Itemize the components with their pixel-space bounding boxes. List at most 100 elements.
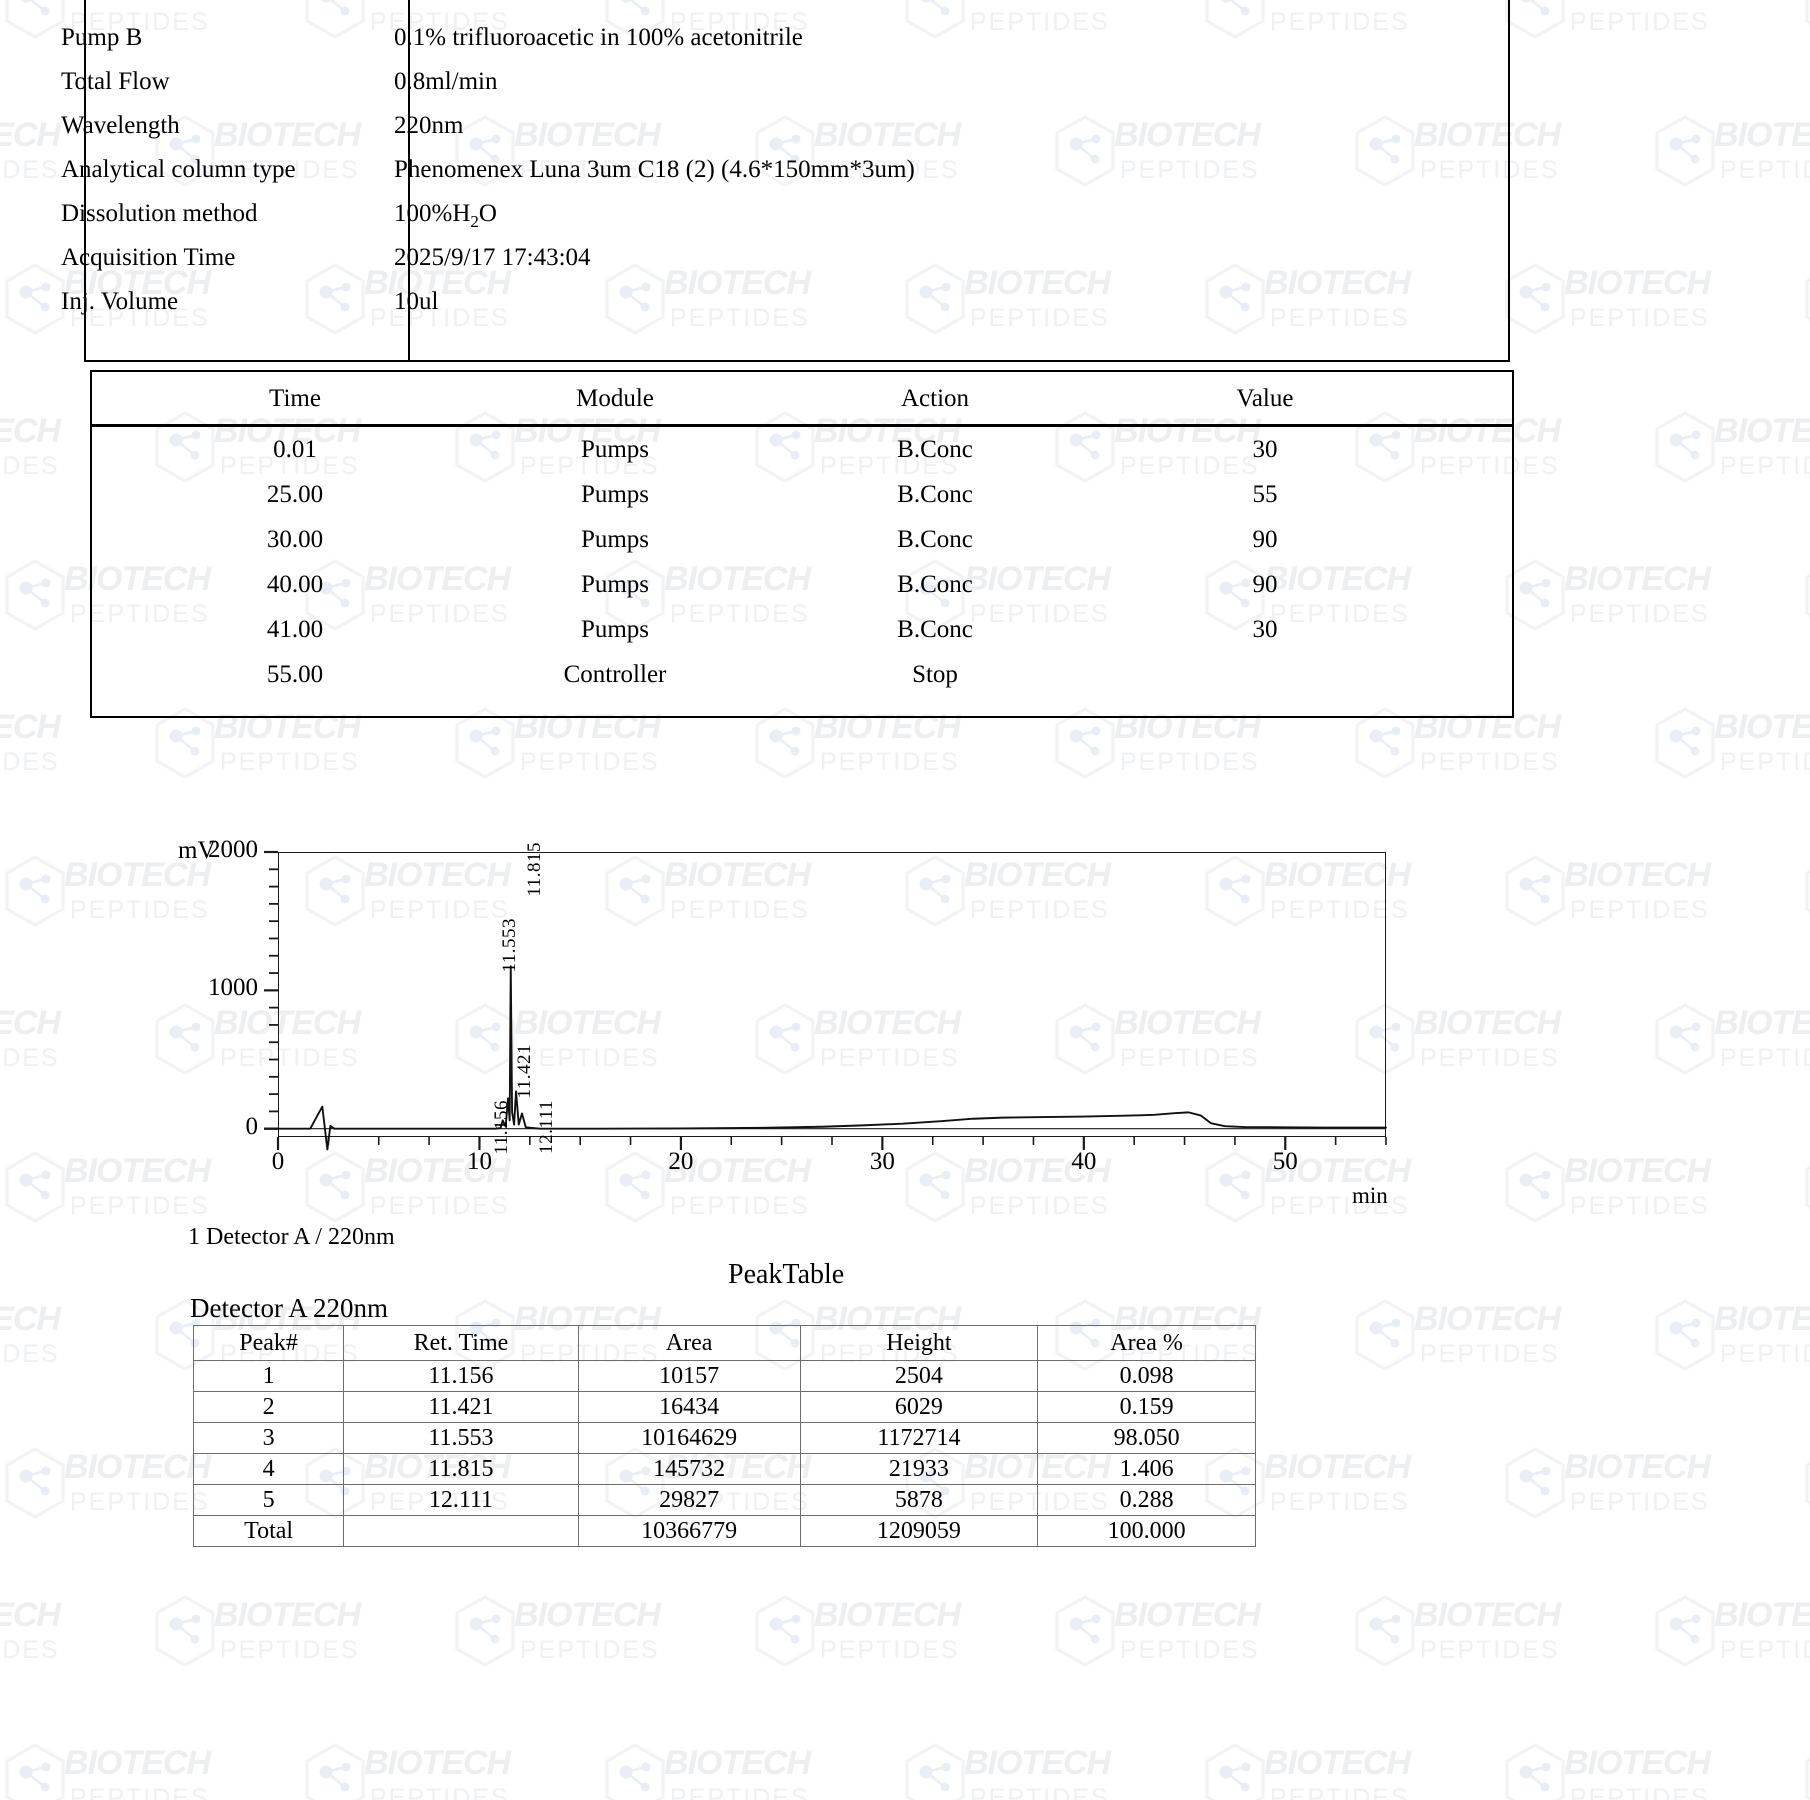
time-program-cell-module: Controller: [563, 661, 667, 688]
y-axis-unit-label: mV: [178, 837, 216, 864]
peak-table-body: 1 11.156 10157 2504 0.098 2 11.421 16434 6029 0.1…: [192, 1360, 1256, 1547]
method-value: 100%H2O: [394, 200, 497, 231]
time-program-cell-time: 55.00: [266, 661, 324, 688]
method-row: Pump A0.1% trifluoroacetic in 100% water: [0, 0, 1810, 2]
peak-table-row: 3 11.553 10164629 1172714 98.050: [192, 1422, 1256, 1454]
peaktable-detector-caption: Detector A 220nm: [190, 1293, 388, 1323]
peak-table-header-row: Peak# Ret. Time Area Height Area %: [192, 1325, 1256, 1361]
x-axis-tick-label: 10: [466, 1148, 492, 1175]
peak-table-row: 2 11.421 16434 6029 0.159: [192, 1391, 1256, 1423]
method-label: Analytical column type: [61, 156, 296, 183]
time-program-cell-action: Stop: [912, 661, 958, 688]
time-program-cell-value: 55: [1252, 481, 1278, 508]
peak-table-row: 1 11.156 10157 2504 0.098: [192, 1360, 1256, 1392]
time-program-header-rule: [90, 424, 1514, 427]
method-info-table: [84, 0, 1510, 362]
peak-retention-label: 11.815: [524, 842, 546, 897]
method-row: Acquisition Time 2025/9/17 17:43:04: [0, 244, 1810, 288]
peak-cell-area: 10164629: [577, 1422, 801, 1454]
header-ret: Ret. Time: [343, 1325, 579, 1361]
peak-cell-area: 16434: [577, 1391, 801, 1423]
y-axis-tick-label: 0: [245, 1112, 259, 1140]
peak-cell-area: 29827: [577, 1484, 801, 1516]
time-program-cell-module: Pumps: [580, 616, 650, 643]
x-axis-tick-label: 30: [869, 1148, 895, 1175]
peak-cell-height: 5878: [799, 1484, 1039, 1516]
time-program-header-module: Module: [576, 385, 654, 412]
method-row: Pump B 0.1% trifluoroacetic in 100% aceto…: [0, 24, 1810, 68]
peak-retention-label: 11.553: [498, 918, 520, 973]
peak-cell-ret: 11.815: [343, 1453, 579, 1485]
method-value: 0.8ml/min: [394, 68, 498, 95]
method-label: Pump B: [61, 24, 143, 51]
peak-table-total-row: Total 10366779 1209059 100.000: [192, 1515, 1256, 1547]
peak-cell-peak: 2: [192, 1391, 345, 1423]
peak-table-row: 5 12.111 29827 5878 0.288: [192, 1484, 1256, 1516]
peak-total-pct: 100.000: [1037, 1515, 1256, 1547]
peak-cell-peak: 1: [192, 1360, 345, 1392]
x-axis-tick-label: 40: [1071, 1148, 1097, 1175]
method-label: Wavelength: [61, 112, 180, 139]
peak-cell-peak: 4: [192, 1453, 345, 1485]
method-value: 2025/9/17 17:43:04: [394, 244, 591, 271]
peak-cell-pct: 1.406: [1037, 1453, 1256, 1485]
peak-cell-peak: 5: [192, 1484, 345, 1516]
y-axis-tick-label: 1000: [208, 974, 258, 1002]
x-axis-unit-label: min: [1352, 1183, 1388, 1208]
peak-cell-peak: 3: [192, 1422, 345, 1454]
x-axis-tick-label: 50: [1272, 1148, 1298, 1175]
time-program-cell-module: Pumps: [580, 481, 650, 508]
method-row: Total Flow 0.8ml/min: [0, 68, 1810, 112]
method-label: Dissolution method: [61, 200, 258, 227]
method-label: Total Flow: [61, 68, 170, 95]
time-program-cell-module: Pumps: [580, 526, 650, 553]
header-areapct: Area %: [1037, 1325, 1256, 1361]
time-program-cell-module: Pumps: [580, 436, 650, 463]
time-program-header-value: Value: [1236, 385, 1294, 412]
method-row: Dissolution method 100%H2O: [0, 200, 1810, 244]
peak-cell-ret: 11.156: [343, 1360, 579, 1392]
peak-cell-pct: 0.098: [1037, 1360, 1256, 1392]
time-program-cell-action: B.Conc: [897, 436, 973, 463]
x-axis-tick-label: 0: [271, 1148, 285, 1175]
peak-total-ret: [343, 1515, 579, 1547]
time-program-cell-action: B.Conc: [897, 526, 973, 553]
peak-cell-ret: 11.421: [343, 1391, 579, 1423]
peak-cell-pct: 0.159: [1037, 1391, 1256, 1423]
time-program-cell-time: 0.01: [273, 436, 317, 463]
chromatogram: mV 2000 1000 0 0 10 20 30 40 50 11.156 11.421 11.55…: [0, 800, 1810, 1270]
peak-cell-height: 21933: [799, 1453, 1039, 1485]
header-area: Area: [577, 1325, 801, 1361]
time-program-cell-time: 25.00: [266, 481, 324, 508]
time-program-cell-action: B.Conc: [897, 571, 973, 598]
peak-table-row: 4 11.815 145732 21933 1.406: [192, 1453, 1256, 1485]
time-program-cell-action: B.Conc: [897, 616, 973, 643]
method-table-divider: [408, 0, 410, 362]
peak-cell-height: 1172714: [799, 1422, 1039, 1454]
header-height: Height: [799, 1325, 1039, 1361]
method-row: Analytical column type Phenomenex Luna 3u…: [0, 156, 1810, 200]
method-value: 220nm: [394, 112, 464, 139]
time-program-cell-value: 90: [1252, 571, 1278, 598]
peak-cell-ret: 12.111: [343, 1484, 579, 1516]
peak-total-peak: Total: [192, 1515, 345, 1547]
method-row: Wavelength 220nm: [0, 112, 1810, 156]
time-program-cell-module: Pumps: [580, 571, 650, 598]
time-program-header-time: Time: [269, 385, 321, 412]
time-program-cell-value: 30: [1252, 616, 1278, 643]
peak-retention-label: 11.421: [514, 1044, 536, 1099]
peaktable-title: PeakTable: [728, 1259, 845, 1290]
time-program-cell-time: 40.00: [266, 571, 324, 598]
peak-cell-height: 6029: [799, 1391, 1039, 1423]
method-value: Phenomenex Luna 3um C18 (2) (4.6*150mm*3…: [394, 156, 915, 183]
peak-cell-ret: 11.553: [343, 1422, 579, 1454]
peak-cell-pct: 0.288: [1037, 1484, 1256, 1516]
time-program-cell-time: 41.00: [266, 616, 324, 643]
time-program-cell-value: 30: [1252, 436, 1278, 463]
method-label: Inj. Volume: [61, 288, 179, 315]
y-axis-tick-label: 2000: [208, 836, 258, 863]
peak-total-area: 10366779: [577, 1515, 801, 1547]
method-value: 10ul: [394, 288, 439, 315]
plot-frame: [278, 852, 1386, 1137]
peak-retention-label: 12.111: [535, 1100, 557, 1154]
